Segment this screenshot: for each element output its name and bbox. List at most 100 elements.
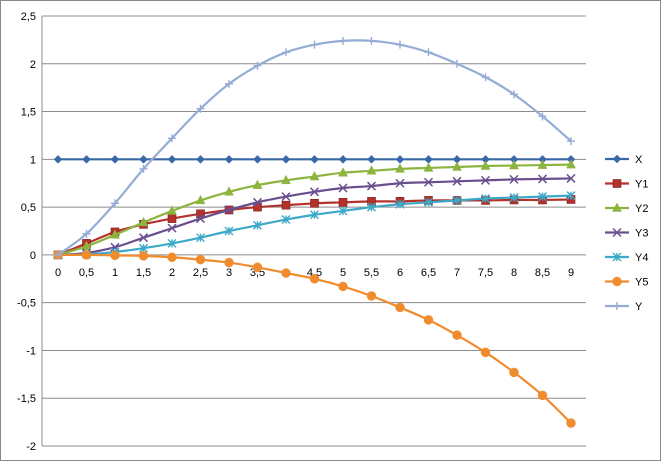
data-point — [281, 268, 291, 278]
data-point — [225, 79, 233, 88]
data-point — [167, 223, 177, 233]
y-tick-label: 0,5 — [21, 202, 36, 214]
x-tick-label: 8 — [511, 267, 517, 279]
data-point — [481, 194, 490, 204]
data-point — [167, 238, 177, 248]
data-point — [395, 178, 405, 188]
data-point — [396, 40, 404, 49]
data-point — [110, 229, 120, 239]
y-tick-label: -0,5 — [17, 298, 36, 310]
data-point — [196, 233, 205, 243]
x-tick-label: 5 — [340, 267, 346, 279]
data-point — [196, 154, 205, 164]
series-y2 — [53, 159, 576, 259]
data-point — [139, 164, 148, 173]
data-point — [612, 276, 622, 287]
data-point — [167, 252, 177, 263]
data-point — [509, 367, 519, 378]
data-point — [395, 154, 405, 164]
data-point — [281, 154, 291, 164]
data-point — [537, 174, 548, 184]
data-point — [195, 194, 206, 205]
data-point — [538, 112, 547, 121]
data-point — [423, 177, 434, 187]
data-point — [111, 199, 119, 208]
data-point — [613, 302, 621, 310]
data-point — [395, 302, 405, 313]
data-point — [481, 73, 490, 82]
y-tick-label: 0 — [30, 250, 36, 262]
data-point — [82, 154, 91, 164]
series-y — [54, 36, 575, 259]
data-point — [224, 154, 234, 164]
data-point — [139, 243, 148, 253]
x-tick-label: 9 — [568, 267, 574, 279]
series-line — [57, 39, 572, 256]
data-point — [424, 48, 433, 57]
data-point — [224, 226, 234, 236]
data-point — [453, 59, 461, 68]
data-point — [367, 202, 376, 212]
data-point — [567, 137, 575, 146]
y-tick-label: -1 — [26, 345, 36, 357]
data-point — [423, 315, 434, 325]
data-point — [167, 205, 177, 215]
data-point — [424, 197, 433, 207]
data-point — [195, 254, 206, 265]
x-tick-label: 2 — [169, 267, 175, 279]
data-point — [395, 199, 405, 209]
legend-label: Y5 — [635, 277, 648, 289]
series-y5 — [53, 250, 576, 428]
x-tick-label: 2,5 — [193, 267, 208, 279]
x-tick-label: 7 — [454, 267, 460, 279]
legend-label: X — [635, 154, 643, 166]
data-point — [452, 161, 462, 171]
data-point — [253, 61, 262, 70]
data-point — [253, 220, 262, 230]
data-point — [310, 154, 319, 164]
data-point — [338, 281, 348, 292]
x-tick-label: 6,5 — [421, 267, 436, 279]
data-point — [252, 262, 263, 273]
legend: X Y1 Y2 Y3 Y4 Y5 Y — [605, 154, 648, 313]
data-point — [538, 192, 547, 202]
data-point — [138, 251, 149, 261]
data-point — [310, 198, 319, 208]
data-point — [81, 240, 92, 251]
data-point — [281, 215, 291, 225]
y-tick-label: -2 — [26, 441, 36, 453]
data-point — [537, 390, 548, 401]
data-point — [309, 170, 320, 181]
data-point — [452, 195, 462, 205]
legend-label: Y — [635, 301, 643, 313]
data-point — [138, 216, 149, 227]
data-point — [253, 154, 262, 164]
legend-item: Y2 — [605, 202, 648, 215]
data-point — [612, 202, 622, 212]
y-tick-label: 2,5 — [21, 11, 36, 23]
data-point — [224, 205, 234, 215]
data-point — [54, 250, 62, 259]
data-point — [196, 104, 205, 113]
x-tick-label: 1,5 — [136, 267, 151, 279]
data-point — [338, 154, 348, 164]
data-point — [612, 154, 622, 164]
data-point — [338, 167, 348, 177]
x-tick-label: 0 — [55, 267, 61, 279]
data-point — [110, 154, 120, 164]
data-point — [612, 227, 622, 238]
data-point — [566, 173, 576, 183]
legend-label: Y3 — [635, 228, 648, 240]
x-tick-label: 3 — [226, 267, 232, 279]
x-tick-label: 5,5 — [364, 267, 379, 279]
data-point — [138, 233, 149, 243]
data-point — [338, 206, 348, 216]
data-point — [338, 183, 348, 193]
data-point — [366, 291, 377, 301]
data-point — [367, 36, 376, 45]
y-tick-label: 1 — [30, 154, 36, 166]
data-point — [281, 200, 291, 210]
data-point — [224, 186, 234, 196]
x-tick-label: 1 — [112, 267, 118, 279]
